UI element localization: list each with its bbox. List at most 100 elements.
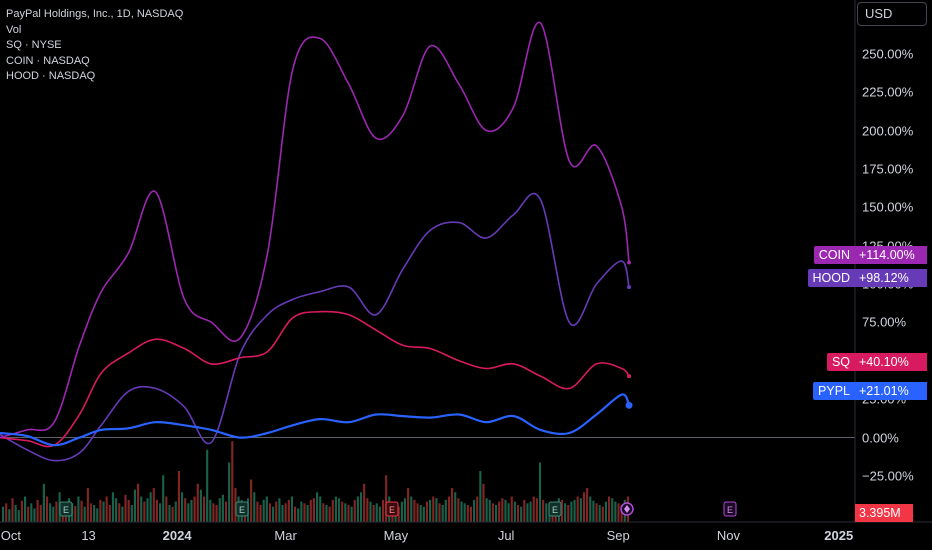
series-endpoint-coin — [627, 260, 632, 265]
series-endpoint-pypl — [625, 401, 633, 409]
volume-bar — [601, 506, 604, 522]
volume-bar — [507, 503, 510, 522]
x-tick-label: 2024 — [162, 528, 192, 543]
badge-value: +40.10% — [855, 353, 927, 371]
volume-bar — [432, 496, 435, 522]
volume-bar — [140, 496, 143, 522]
volume-bar — [614, 501, 617, 522]
volume-bar — [309, 499, 312, 522]
earnings-icon[interactable]: E — [235, 501, 249, 517]
volume-bar — [165, 496, 168, 522]
volume-bar — [538, 462, 542, 522]
volume-bar — [491, 503, 494, 522]
volume-bar — [149, 492, 152, 522]
volume-bar — [526, 503, 529, 522]
volume-bar — [196, 483, 199, 522]
volume-bar — [617, 503, 620, 522]
volume-bar — [193, 496, 196, 522]
volume-bar — [516, 505, 520, 522]
volume-bar — [322, 503, 325, 522]
legend-main-symbol[interactable]: PayPal Holdings, Inc., 1D, NASDAQ — [6, 8, 184, 20]
volume-bar — [115, 498, 118, 522]
volume-bar — [231, 441, 234, 522]
volume-bar — [589, 496, 592, 522]
volume-bar — [303, 503, 306, 522]
legend-volume[interactable]: Vol — [6, 23, 22, 36]
volume-bar — [542, 499, 545, 522]
volume-bar — [33, 508, 36, 522]
volume-bar — [202, 496, 206, 522]
volume-bar — [215, 505, 218, 522]
volume-bar — [598, 505, 601, 522]
volume-bar — [168, 505, 171, 522]
x-tick-label: Nov — [716, 528, 741, 543]
volume-bar — [30, 503, 33, 522]
volume-bar — [397, 506, 400, 522]
volume-bar — [463, 503, 466, 522]
legend-compare-hood[interactable]: HOOD · NASDAQ — [6, 70, 96, 82]
volume-bar — [403, 498, 407, 522]
volume-bar — [52, 506, 55, 522]
volume-bar — [259, 505, 262, 522]
volume-bar — [55, 501, 58, 522]
volume-bar — [341, 501, 344, 522]
earnings-icon[interactable]: E — [723, 501, 737, 517]
volume-bar — [611, 498, 614, 522]
volume-bar — [564, 503, 567, 522]
volume-bar — [579, 498, 582, 522]
chart-legend: PayPal Holdings, Inc., 1D, NASDAQ Vol SQ… — [6, 7, 183, 85]
volume-bar — [466, 505, 469, 522]
legend-compare-coin[interactable]: COIN · NASDAQ — [6, 54, 90, 67]
volume-bar — [262, 499, 265, 522]
volume-bar — [221, 494, 224, 522]
volume-bar — [284, 503, 287, 522]
volume-bar — [316, 492, 319, 522]
y-tick-label: −25.00% — [862, 468, 914, 484]
legend-compare-sq[interactable]: SQ · NYSE — [6, 39, 62, 51]
last-value-badge-sq: SQ +40.10% — [826, 353, 927, 371]
volume-bar — [545, 503, 548, 522]
earnings-icon[interactable]: E — [548, 501, 562, 517]
badge-value: +114.00% — [855, 246, 927, 264]
volume-bar — [451, 488, 454, 522]
volume-bar — [287, 499, 290, 522]
svg-text:E: E — [63, 505, 69, 515]
volume-bar — [410, 496, 413, 522]
volume-bar — [385, 475, 388, 522]
volume-bar — [306, 505, 309, 522]
badge-symbol: COIN — [813, 246, 855, 264]
volume-bar — [206, 449, 209, 522]
series-line-sq — [0, 310, 630, 448]
volume-bar — [209, 499, 212, 522]
volume-bar — [416, 503, 419, 522]
volume-bar — [121, 506, 124, 522]
volume-bar — [137, 483, 140, 522]
volume-bar — [372, 505, 375, 522]
volume-bar — [272, 506, 275, 522]
dividend-icon[interactable] — [620, 502, 634, 516]
x-tick-label: May — [383, 528, 409, 543]
currency-button[interactable]: USD — [857, 2, 927, 26]
volume-bar — [576, 496, 579, 522]
earnings-icon[interactable]: E — [385, 501, 399, 517]
y-tick-label: 225.00% — [862, 84, 914, 100]
volume-bar — [83, 506, 86, 522]
badge-value: +21.01% — [855, 382, 927, 400]
volume-bar — [479, 471, 482, 522]
svg-text:E: E — [552, 505, 558, 515]
volume-bar — [473, 499, 476, 522]
volume-bar — [146, 498, 149, 522]
volume-bar — [278, 498, 281, 522]
earnings-icon[interactable]: E — [59, 501, 73, 517]
volume-bar — [17, 510, 20, 522]
volume-bar — [620, 505, 623, 522]
x-tick-label: Mar — [274, 528, 297, 543]
svg-text:E: E — [389, 505, 395, 515]
volume-bar — [39, 505, 42, 522]
volume-bar — [27, 506, 30, 522]
volume-bar — [413, 499, 416, 522]
volume-bar — [381, 499, 385, 522]
series-endpoint-sq — [627, 374, 632, 379]
volume-bar — [111, 492, 115, 522]
